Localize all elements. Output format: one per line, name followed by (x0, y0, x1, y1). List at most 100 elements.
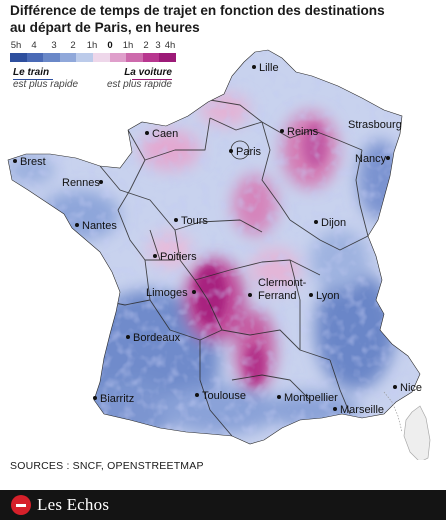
legend-swatch (92, 53, 110, 62)
city-label: Paris (236, 146, 262, 158)
france-map: Lille Caen Reims Strasbourg Paris Brest … (7, 49, 431, 460)
city-dot (248, 293, 252, 297)
legend-tick: 1h (86, 40, 98, 51)
legend-scale-labels: 5h 4 3 2 1h 0 1h 2 3 4h (10, 40, 176, 52)
france-outline (7, 49, 421, 445)
source-note: SOURCES : SNCF, OPENSTREETMAP (10, 460, 204, 472)
map-title-line-2: au départ de Paris, en heures (10, 19, 200, 35)
city-dot (153, 254, 157, 258)
legend-tick: 2 (70, 40, 76, 51)
city-label: Clermont- (258, 277, 307, 289)
legend-car-rule (132, 79, 172, 80)
city-dot (309, 293, 313, 297)
city-rennes: Rennes (62, 177, 103, 189)
city-clermont-ferrand: Clermont- Ferrand (248, 277, 307, 302)
city-lille: Lille (252, 62, 279, 74)
city-label: Strasbourg (348, 119, 402, 131)
city-dot (229, 149, 233, 153)
city-label: Poitiers (160, 251, 197, 263)
legend-tick: 3 (155, 40, 161, 51)
legend-tick-zero: 0 (107, 40, 113, 51)
city-label: Bordeaux (133, 332, 181, 344)
footer-bar: Les Echos (0, 490, 446, 520)
les-echos-logo[interactable]: Les Echos (11, 495, 109, 515)
city-label: Lille (259, 62, 279, 74)
city-label: Montpellier (284, 392, 338, 404)
city-label: Nice (400, 382, 422, 394)
city-paris: Paris (229, 146, 262, 158)
legend-color-scale (10, 53, 176, 62)
city-dot (314, 220, 318, 224)
city-nice: Nice (393, 382, 422, 394)
city-montpellier: Montpellier (277, 392, 338, 404)
city-label: Ferrand (258, 290, 297, 302)
legend-tick: 4h (164, 40, 176, 51)
city-lyon: Lyon (309, 290, 339, 302)
city-dot (13, 159, 17, 163)
city-dot (386, 156, 390, 160)
city-label: Reims (287, 126, 319, 138)
city-dot (126, 335, 130, 339)
legend-car-subtitle: est plus rapide (106, 79, 172, 90)
map-title: Différence de temps de trajet en fonctio… (10, 3, 430, 36)
city-dot (192, 290, 196, 294)
city-label: Nantes (82, 220, 117, 232)
city-nantes: Nantes (75, 220, 117, 232)
city-dijon: Dijon (314, 217, 346, 229)
corsica (383, 391, 431, 460)
legend-tick: 1h (122, 40, 134, 51)
legend-car-title: La voiture (124, 67, 172, 78)
city-bordeaux: Bordeaux (126, 332, 181, 344)
map-title-line-1: Différence de temps de trajet en fonctio… (10, 3, 385, 18)
legend-swatch (59, 53, 77, 62)
legend-swatch (26, 53, 44, 62)
legend-swatch (142, 53, 160, 62)
city-caen: Caen (145, 128, 178, 140)
legend-train-subtitle: est plus rapide (13, 79, 79, 90)
city-dot (333, 407, 337, 411)
city-label: Dijon (321, 217, 346, 229)
city-dot (195, 393, 199, 397)
city-dot (75, 223, 79, 227)
legend-swatch (126, 53, 143, 62)
region-borders (99, 99, 369, 437)
city-tours: Tours (174, 215, 208, 227)
city-brest: Brest (13, 156, 46, 168)
city-markers: Lille Caen Reims Strasbourg Paris Brest … (13, 62, 422, 416)
les-echos-logo-icon (11, 495, 31, 515)
legend-swatch (10, 53, 27, 62)
city-label: Rennes (62, 177, 100, 189)
city-dot (174, 218, 178, 222)
city-label: Lyon (316, 290, 339, 302)
city-dot (99, 180, 103, 184)
city-label: Marseille (340, 404, 384, 416)
city-label: Limoges (146, 287, 188, 299)
legend-swatch (109, 53, 127, 62)
legend-train-rule (13, 79, 53, 80)
legend-swatch (43, 53, 60, 62)
city-reims: Reims (280, 126, 319, 138)
city-dot (280, 129, 284, 133)
legend-train-title: Le train (13, 67, 50, 78)
legend-train: Le train est plus rapide (13, 67, 78, 91)
legend-car: La voiture est plus rapide (104, 67, 172, 91)
city-biarritz: Biarritz (93, 393, 134, 405)
city-label: Brest (20, 156, 46, 168)
legend-tick: 2 (143, 40, 149, 51)
city-strasbourg: Strasbourg (348, 119, 402, 131)
city-dot (252, 65, 256, 69)
city-dot (145, 131, 149, 135)
city-dot (93, 396, 97, 400)
city-label: Biarritz (100, 393, 134, 405)
city-dot (277, 395, 281, 399)
city-toulouse: Toulouse (195, 390, 246, 402)
les-echos-logo-text: Les Echos (37, 495, 110, 514)
legend-tick: 5h (10, 40, 22, 51)
city-marseille: Marseille (333, 404, 384, 416)
legend-tick: 4 (31, 40, 37, 51)
city-label: Toulouse (202, 390, 246, 402)
legend-swatch (76, 53, 93, 62)
city-dot (393, 385, 397, 389)
city-poitiers: Poitiers (153, 251, 197, 263)
legend-tick: 3 (51, 40, 57, 51)
